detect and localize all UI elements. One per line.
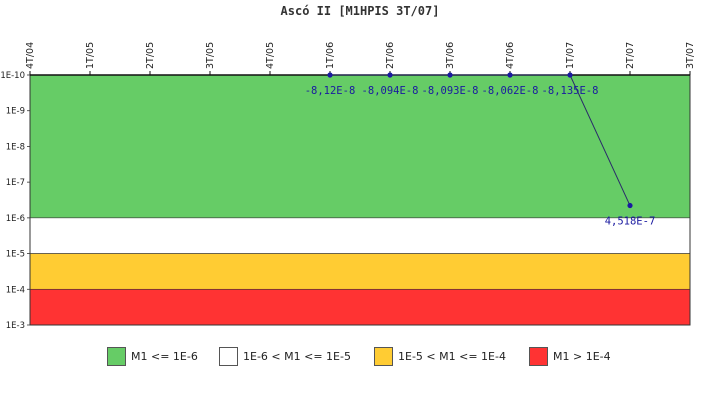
data-label: -8,094E-8 <box>362 85 419 97</box>
x-tick-label: 3T/06 <box>445 42 456 69</box>
legend-swatch <box>529 346 548 366</box>
y-tick-label: 1E-4 <box>6 285 25 295</box>
x-tick-label: 2T/05 <box>145 42 156 69</box>
y-tick-label: 1E-10 <box>0 71 25 81</box>
y-tick-label: 1E-7 <box>6 178 25 188</box>
y-tick-label: 1E-9 <box>6 107 25 117</box>
data-label: 4,518E-7 <box>605 216 656 228</box>
x-tick-label: 4T/04 <box>25 42 36 69</box>
x-tick-label: 4T/06 <box>505 42 516 69</box>
legend-label: 1E-5 < M1 <= 1E-4 <box>398 349 506 363</box>
x-tick-label: 1T/05 <box>85 42 96 69</box>
legend-item: 1E-6 < M1 <= 1E-5 <box>219 344 351 368</box>
band-3 <box>29 288 691 326</box>
data-label: -8,062E-8 <box>482 85 539 97</box>
y-tick-label: 1E-3 <box>6 321 25 331</box>
legend-swatch <box>107 346 126 366</box>
legend-item: 1E-5 < M1 <= 1E-4 <box>374 344 506 368</box>
x-tick-label: 3T/05 <box>205 42 216 69</box>
band-0 <box>29 74 691 219</box>
data-point <box>627 202 633 209</box>
legend: M1 <= 1E-6 1E-6 < M1 <= 1E-5 1E-5 < M1 <= … <box>0 344 720 368</box>
x-tick-label: 3T/07 <box>685 42 696 69</box>
data-point <box>387 72 393 78</box>
x-tick-label: 1T/07 <box>565 42 576 69</box>
data-point <box>327 72 333 78</box>
chart: Ascó II [M1HPIS 3T/07] 4T/04 1T/05 2T/05 3T… <box>0 4 696 331</box>
chart-title: Ascó II [M1HPIS 3T/07] <box>281 4 440 18</box>
band-2 <box>29 253 691 290</box>
legend-swatch <box>374 346 393 366</box>
legend-swatch <box>219 346 238 366</box>
y-tick-label: 1E-5 <box>6 250 25 260</box>
band-1 <box>29 217 691 254</box>
legend-item: M1 > 1E-4 <box>529 344 611 368</box>
x-tick-label: 1T/06 <box>325 42 336 69</box>
legend-item: M1 <= 1E-6 <box>107 344 198 368</box>
legend-label: M1 > 1E-4 <box>553 349 611 363</box>
risk-bands <box>29 74 691 326</box>
series-line <box>330 74 631 206</box>
x-tick-label: 2T/07 <box>625 42 636 69</box>
data-point <box>507 72 513 78</box>
x-tick-label: 4T/05 <box>265 42 276 69</box>
data-label: -8,093E-8 <box>422 85 479 97</box>
data-point <box>447 72 453 78</box>
y-tick-label: 1E-8 <box>6 142 25 152</box>
y-tick-label: 1E-6 <box>6 214 25 224</box>
x-tick-label: 2T/06 <box>385 42 396 69</box>
data-label: -8,135E-8 <box>542 85 599 97</box>
data-label: -8,12E-8 <box>305 85 356 97</box>
data-point <box>567 72 573 78</box>
legend-label: 1E-6 < M1 <= 1E-5 <box>243 349 351 363</box>
series-group: -8,12E-8 -8,094E-8 -8,093E-8 -8,062E-8 -8,13… <box>305 72 656 228</box>
legend-label: M1 <= 1E-6 <box>131 349 198 363</box>
